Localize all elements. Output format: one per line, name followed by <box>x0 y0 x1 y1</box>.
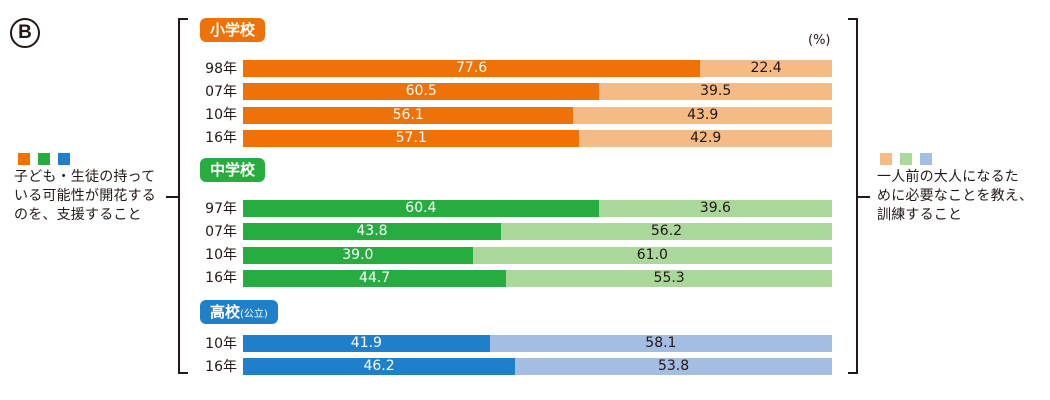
legend-swatch-light-blue <box>920 153 932 165</box>
right-bracket <box>848 18 858 374</box>
bar-segment-training: 43.9 <box>573 106 832 124</box>
bar-segment-training: 53.8 <box>515 358 832 376</box>
year-label: 16年 <box>205 270 237 287</box>
left-bracket <box>178 18 188 374</box>
bar-segment-training: 56.2 <box>500 223 832 241</box>
legend-swatch-light-green <box>900 153 912 165</box>
left-bracket-tick <box>166 196 178 198</box>
legend-swatch-light-orange <box>880 153 892 165</box>
left-legend-text: 子ども・生徒の持って いる可能性が開花する のを、支援すること <box>14 168 156 225</box>
bar-segment-support: 56.1 <box>243 106 574 124</box>
section-label-suffix: (公立) <box>240 309 268 320</box>
year-label: 10年 <box>205 335 237 352</box>
right-legend-swatches <box>880 153 932 165</box>
year-label: 16年 <box>205 358 237 375</box>
right-legend-text: 一人前の大人になるた めに必要なことを教え、 訓練すること <box>877 168 1033 225</box>
section-label: 中学校 <box>200 158 266 182</box>
bar-segment-support: 60.5 <box>243 83 600 101</box>
left-legend-line: いる可能性が開花する <box>14 188 156 204</box>
bar-segment-support: 77.6 <box>243 60 701 77</box>
bar-segment-training: 22.4 <box>700 60 832 77</box>
figure-badge: B <box>10 18 40 48</box>
section-label: 高校(公立) <box>200 300 278 324</box>
legend-swatch-orange <box>18 153 30 165</box>
bar-segment-training: 58.1 <box>489 335 832 352</box>
year-label: 97年 <box>205 200 237 217</box>
bar-segment-support: 39.0 <box>243 246 473 264</box>
bar-segment-support: 57.1 <box>243 129 580 147</box>
bar-segment-training: 42.9 <box>579 129 832 147</box>
left-legend-swatches <box>18 153 70 165</box>
bar-segment-training: 61.0 <box>472 246 832 264</box>
bar-segment-support: 41.9 <box>243 335 490 352</box>
section-label-text: 小学校 <box>210 21 256 39</box>
legend-swatch-blue <box>58 153 70 165</box>
year-label: 10年 <box>205 247 237 264</box>
bar-segment-support: 60.4 <box>243 200 599 217</box>
year-label: 07年 <box>205 223 237 240</box>
right-bracket-tick <box>858 196 870 198</box>
section-label-text: 高校 <box>210 303 241 321</box>
bar-segment-support: 43.8 <box>243 223 501 241</box>
right-legend-line: 一人前の大人になるた <box>877 169 1019 185</box>
year-label: 10年 <box>205 107 237 124</box>
bar-segment-training: 39.5 <box>599 83 832 101</box>
bar-segment-training: 39.6 <box>598 200 832 217</box>
percent-unit-label: (%) <box>808 33 831 48</box>
bar-segment-support: 46.2 <box>243 358 516 376</box>
left-legend-line: のを、支援すること <box>14 207 142 223</box>
bar-segment-support: 44.7 <box>243 269 507 287</box>
left-legend-line: 子ども・生徒の持って <box>14 169 156 185</box>
bar-segment-training: 55.3 <box>506 269 832 287</box>
section-label: 小学校 <box>200 18 266 42</box>
section-label-text: 中学校 <box>210 161 256 179</box>
year-label: 16年 <box>205 130 237 147</box>
right-legend-line: めに必要なことを教え、 <box>877 188 1034 204</box>
year-label: 98年 <box>205 60 237 77</box>
legend-swatch-green <box>38 153 50 165</box>
year-label: 07年 <box>205 83 237 100</box>
right-legend-line: 訓練すること <box>877 207 963 223</box>
